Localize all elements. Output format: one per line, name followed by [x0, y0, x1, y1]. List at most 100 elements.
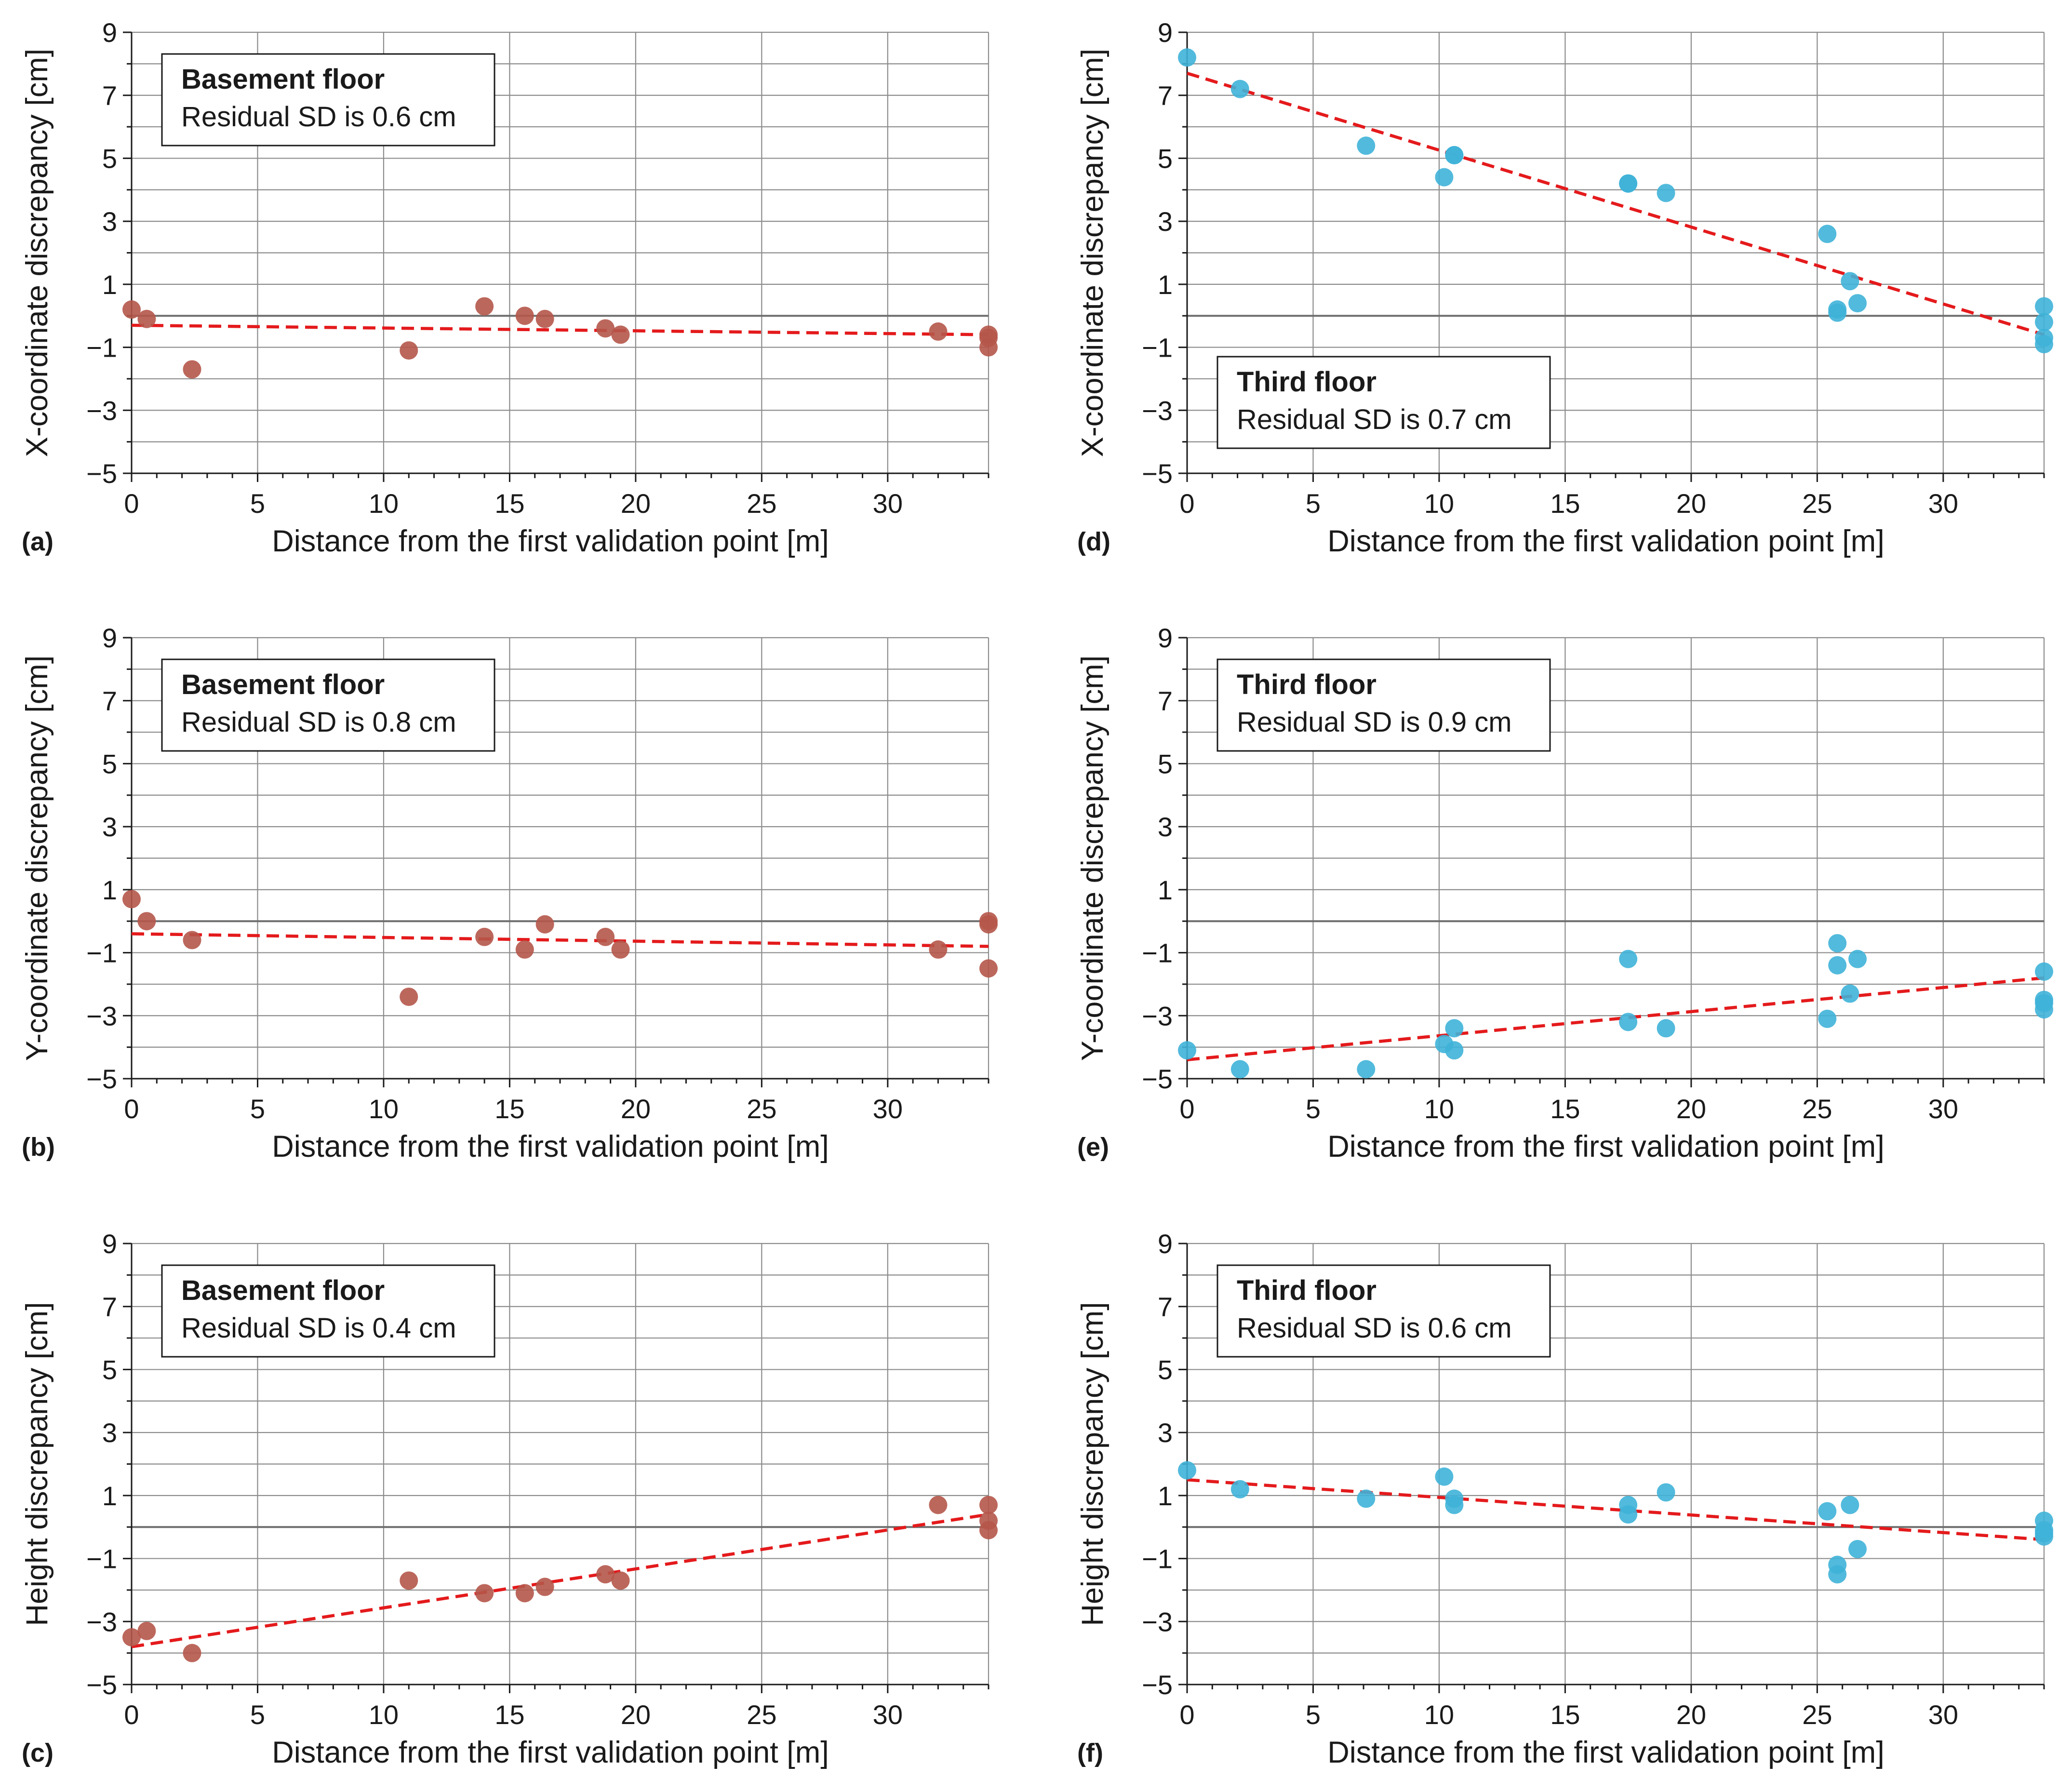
data-point	[1841, 1496, 1859, 1514]
data-point	[1848, 294, 1867, 313]
y-tick-label: 5	[102, 1354, 117, 1385]
data-point	[515, 1584, 534, 1603]
data-point	[1841, 984, 1859, 1003]
y-tick-label: −5	[86, 1064, 117, 1094]
legend-title: Basement floor	[181, 64, 385, 95]
y-tick-label: −5	[1142, 1064, 1173, 1094]
x-tick-label: 10	[1424, 488, 1454, 519]
x-tick-label: 30	[873, 488, 903, 519]
data-point	[515, 940, 534, 959]
data-point	[1828, 303, 1847, 322]
data-point	[183, 931, 201, 950]
y-tick-label: 9	[1158, 623, 1173, 653]
panel-label: (e)	[1077, 1133, 1109, 1162]
y-tick-label: 5	[1158, 1354, 1173, 1385]
chart-panel-f: −5 −3 −1 1 3 5 7 9 0 5 10 15 20 25 30 Distance from the…	[1076, 1229, 2053, 1769]
x-tick-label: 20	[621, 1094, 651, 1124]
legend-title: Third floor	[1237, 366, 1377, 398]
data-point	[1435, 1467, 1454, 1486]
data-point	[1619, 174, 1638, 193]
x-tick-label: 25	[747, 1699, 776, 1730]
y-tick-label: 9	[1158, 17, 1173, 48]
chart-panel-a: −5 −3 −1 1 3 5 7 9 0 5 10 15 20 25 30 Distance from the…	[20, 17, 998, 558]
data-point	[1619, 950, 1638, 968]
x-tick-label: 20	[1676, 488, 1706, 519]
data-point	[122, 1628, 141, 1646]
data-point	[2035, 313, 2053, 332]
trend-line	[131, 323, 989, 336]
data-point	[929, 1496, 948, 1514]
y-tick-label: −5	[86, 1670, 117, 1700]
y-tick-label: −3	[1142, 395, 1173, 426]
y-tick-label: −3	[1142, 1606, 1173, 1637]
x-axis-title: Distance from the first validation point…	[272, 524, 829, 558]
data-point	[1357, 1060, 1376, 1079]
y-tick-label: 3	[102, 206, 117, 237]
y-tick-label: 7	[1158, 80, 1173, 111]
data-point	[1818, 225, 1837, 243]
data-point	[2035, 962, 2053, 981]
x-tick-label: 15	[495, 1094, 524, 1124]
data-point	[1657, 1019, 1675, 1038]
x-tick-label: 5	[250, 1094, 265, 1124]
trend-line	[1187, 1478, 2045, 1541]
x-tick-label: 0	[124, 488, 139, 519]
y-tick-label: 7	[1158, 686, 1173, 716]
data-point	[475, 1584, 494, 1603]
y-tick-label: −1	[86, 1544, 117, 1574]
y-tick-label: 3	[1158, 206, 1173, 237]
y-axis-title: Y-coordinate discrepancy [cm]	[1076, 655, 1110, 1061]
legend-box	[161, 1264, 495, 1358]
x-tick-label: 15	[495, 1699, 524, 1730]
y-axis-title: Height discrepancy [cm]	[1076, 1302, 1110, 1626]
y-tick-label: −5	[86, 458, 117, 489]
legend-box	[161, 658, 495, 752]
x-tick-label: 10	[1424, 1094, 1454, 1124]
data-point	[1828, 1565, 1847, 1584]
x-axis-title: Distance from the first validation point…	[1327, 524, 1884, 558]
y-tick-label: 9	[102, 17, 117, 48]
data-point	[1828, 934, 1847, 952]
data-point	[1657, 184, 1675, 202]
data-point	[137, 309, 156, 328]
x-tick-label: 0	[124, 1094, 139, 1124]
chart-panel-c: −5 −3 −1 1 3 5 7 9 0 5 10 15 20 25 30 Distance from the…	[20, 1229, 998, 1769]
data-point	[400, 1571, 418, 1590]
y-tick-label: −1	[1142, 938, 1173, 968]
y-tick-label: 1	[102, 269, 117, 300]
data-point	[1178, 1041, 1196, 1060]
y-tick-label: −1	[86, 333, 117, 363]
x-tick-label: 5	[1306, 1094, 1321, 1124]
data-point	[1828, 956, 1847, 975]
y-tick-label: 9	[102, 1229, 117, 1259]
y-tick-label: 5	[102, 749, 117, 779]
x-tick-label: 30	[873, 1699, 903, 1730]
chart-panel-e: −5 −3 −1 1 3 5 7 9 0 5 10 15 20 25 30 Distance from the…	[1076, 623, 2053, 1164]
data-point	[475, 297, 494, 316]
data-point	[515, 307, 534, 325]
data-point	[611, 940, 630, 959]
data-point	[1818, 1502, 1837, 1521]
data-point	[1230, 1060, 1249, 1079]
y-tick-label: 1	[102, 1481, 117, 1511]
data-point	[1818, 1009, 1837, 1028]
data-point	[122, 890, 141, 909]
x-tick-label: 25	[1802, 488, 1832, 519]
x-tick-label: 10	[1424, 1699, 1454, 1730]
y-axis-title: Height discrepancy [cm]	[20, 1302, 54, 1626]
y-tick-label: 7	[102, 686, 117, 716]
data-point	[137, 1621, 156, 1640]
y-tick-label: −3	[86, 1606, 117, 1637]
x-tick-label: 10	[369, 1699, 399, 1730]
data-point	[400, 988, 418, 1006]
panel-label: (f)	[1077, 1739, 1103, 1767]
x-tick-label: 30	[1928, 488, 1958, 519]
y-tick-label: 3	[102, 1418, 117, 1448]
y-tick-label: 5	[1158, 143, 1173, 174]
x-tick-label: 15	[1550, 1094, 1580, 1124]
chart-panel-b: −5 −3 −1 1 3 5 7 9 0 5 10 15 20 25 30 Distance from the…	[20, 623, 998, 1164]
data-point	[979, 1496, 998, 1514]
x-tick-label: 5	[250, 488, 265, 519]
y-tick-label: 7	[1158, 1292, 1173, 1322]
legend-title: Basement floor	[181, 669, 385, 700]
